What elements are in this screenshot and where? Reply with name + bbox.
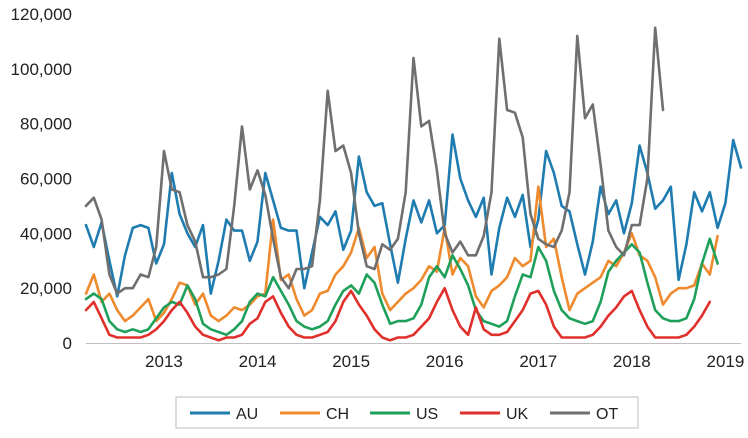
y-axis: 0 20,000 40,000 60,000 80,000 100,000 120,000 [11, 5, 72, 353]
y-tick-label: 0 [63, 334, 72, 353]
legend-label-uk: UK [506, 406, 529, 423]
x-tick-label: 2018 [613, 352, 651, 371]
y-tick-label: 80,000 [20, 115, 72, 134]
legend-label-ch: CH [326, 406, 349, 423]
plot-area [84, 26, 743, 342]
series-line-us [84, 237, 719, 337]
series-line-ch [84, 185, 719, 323]
y-tick-label: 20,000 [20, 279, 72, 298]
series-line-uk [84, 286, 712, 342]
legend-label-us: US [416, 406, 438, 423]
legend: AU CH US UK OT [175, 396, 639, 429]
x-tick-label: 2015 [332, 352, 370, 371]
x-axis: 2013 2014 2015 2016 2017 2018 2019 [86, 343, 744, 371]
y-tick-label: 100,000 [11, 60, 72, 79]
x-tick-label: 2016 [426, 352, 464, 371]
legend-label-ot: OT [596, 406, 618, 423]
x-tick-label: 2013 [145, 352, 183, 371]
legend-label-au: AU [236, 406, 258, 423]
y-tick-label: 40,000 [20, 224, 72, 243]
y-tick-label: 60,000 [20, 170, 72, 189]
x-tick-label: 2019 [706, 352, 744, 371]
x-tick-label: 2014 [239, 352, 277, 371]
series-line-ot [84, 26, 665, 295]
y-tick-label: 120,000 [11, 5, 72, 24]
x-tick-label: 2017 [519, 352, 557, 371]
